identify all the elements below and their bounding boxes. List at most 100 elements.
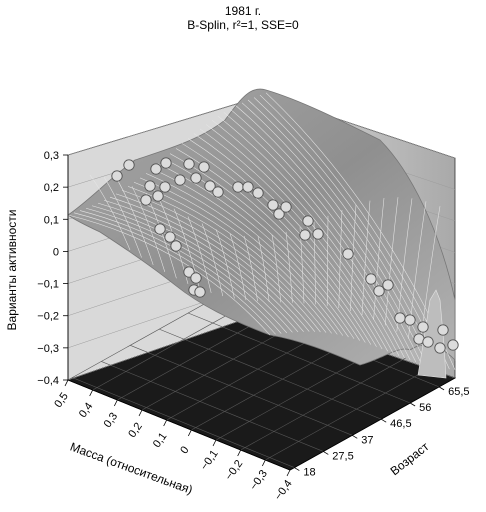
x-tick-mark	[163, 419, 168, 427]
mesh-line	[193, 133, 388, 352]
x-tick-label: 0,5	[52, 391, 71, 410]
data-point	[373, 285, 385, 297]
x-tick-mark	[261, 459, 266, 467]
data-point	[212, 186, 224, 198]
data-point	[183, 158, 195, 170]
x-tick-mark	[212, 439, 217, 447]
mesh-line	[73, 212, 276, 335]
data-point	[267, 199, 279, 211]
floor-grid-line	[101, 361, 324, 452]
data-point	[365, 273, 377, 285]
y-tick-label: 65,5	[448, 386, 469, 398]
data-point	[434, 342, 446, 354]
mesh-line	[205, 124, 400, 356]
mesh-line	[67, 214, 271, 336]
data-point	[394, 312, 406, 324]
y-axis: 18 27,5 37 46,5 56 65,5	[289, 377, 470, 479]
floor-grid-line	[188, 312, 411, 404]
mesh-line	[109, 196, 310, 332]
x-tick-mark	[113, 399, 118, 407]
mesh-line	[338, 209, 343, 309]
mesh-line	[201, 223, 224, 297]
data-point	[160, 157, 172, 169]
data-point	[299, 229, 311, 241]
floor-grid-line	[240, 357, 406, 451]
data-point	[190, 272, 202, 284]
x-axis-label: Масса (относительная)	[68, 440, 194, 497]
mesh-line	[97, 202, 299, 333]
data-point	[144, 180, 156, 192]
y-tick-label: 37	[361, 434, 373, 446]
data-point	[232, 181, 244, 193]
x-tick-label: −0,1	[198, 448, 220, 473]
data-point	[154, 223, 166, 235]
data-point	[447, 339, 459, 351]
data-point	[417, 321, 429, 333]
y-tick-label: 56	[419, 402, 431, 414]
data-point	[150, 163, 162, 175]
mesh-line	[257, 236, 270, 302]
data-point	[273, 208, 285, 220]
x-tick-label: 0,4	[77, 401, 96, 420]
data-point	[198, 161, 210, 173]
chart-subtitle: B-Splin, r²=1, SSE=0	[187, 18, 299, 32]
mesh-line	[384, 197, 399, 326]
z-axis: 0,3 0,2 0,1 0 −0,1 −0,2 −0,3 −0,4	[37, 150, 69, 387]
mesh-line	[169, 153, 366, 343]
floor-grid-line	[130, 345, 353, 436]
x-tick-label: 0,3	[102, 411, 121, 430]
mesh-line	[211, 119, 405, 359]
y-axis-line	[289, 377, 456, 471]
z-tick-label: 0	[53, 246, 59, 258]
y-tick-mark	[380, 418, 387, 423]
y-tick-label: 46,5	[390, 418, 411, 430]
x-tick-mark	[138, 409, 143, 417]
mesh-line	[243, 235, 258, 302]
y-tick-label: 18	[303, 467, 315, 479]
mesh-line	[117, 180, 154, 266]
floor-grid-line	[265, 367, 431, 461]
mesh-line	[89, 174, 131, 251]
floor-grid-line	[191, 337, 357, 431]
x-tick-label: 0,2	[126, 421, 145, 440]
data-point	[190, 172, 202, 184]
y-tick-mark	[352, 434, 358, 439]
mesh-line	[217, 115, 411, 361]
data-point	[302, 215, 314, 227]
data-point	[111, 170, 123, 182]
z-tick-label: −0,2	[37, 311, 59, 323]
z-tick-label: 0,1	[44, 214, 59, 226]
data-point	[404, 314, 416, 326]
mesh-line	[285, 231, 293, 303]
z-tick-label: 0,2	[44, 182, 59, 194]
z-tick-label: −0,3	[37, 343, 59, 355]
mesh-line	[131, 186, 166, 272]
mesh-line	[187, 138, 383, 350]
z-axis-label: Варианты активности	[5, 210, 19, 331]
data-points	[111, 157, 459, 354]
x-tick-label: −0,4	[272, 478, 294, 503]
data-point	[242, 181, 254, 193]
floor-grid-line	[72, 377, 295, 468]
data-point	[194, 286, 206, 298]
data-point	[152, 190, 164, 202]
data-point	[170, 240, 182, 252]
mesh-line	[91, 205, 293, 333]
mesh-line	[229, 108, 422, 364]
y-tick-mark	[438, 386, 445, 391]
data-point	[123, 159, 135, 171]
mesh-line	[103, 176, 142, 258]
data-point	[159, 181, 171, 193]
mesh-line	[181, 143, 377, 347]
x-tick-mark	[286, 469, 291, 477]
x-tick-mark	[237, 449, 242, 457]
y-tick-mark	[294, 467, 300, 471]
mesh-line	[229, 233, 247, 301]
mesh-line	[313, 221, 316, 305]
y-tick-mark	[409, 402, 416, 407]
x-tick-label: −0,2	[223, 458, 245, 483]
x-tick-mark	[89, 389, 94, 397]
data-point	[382, 279, 394, 291]
chart-title: 1981 г.	[224, 4, 262, 18]
